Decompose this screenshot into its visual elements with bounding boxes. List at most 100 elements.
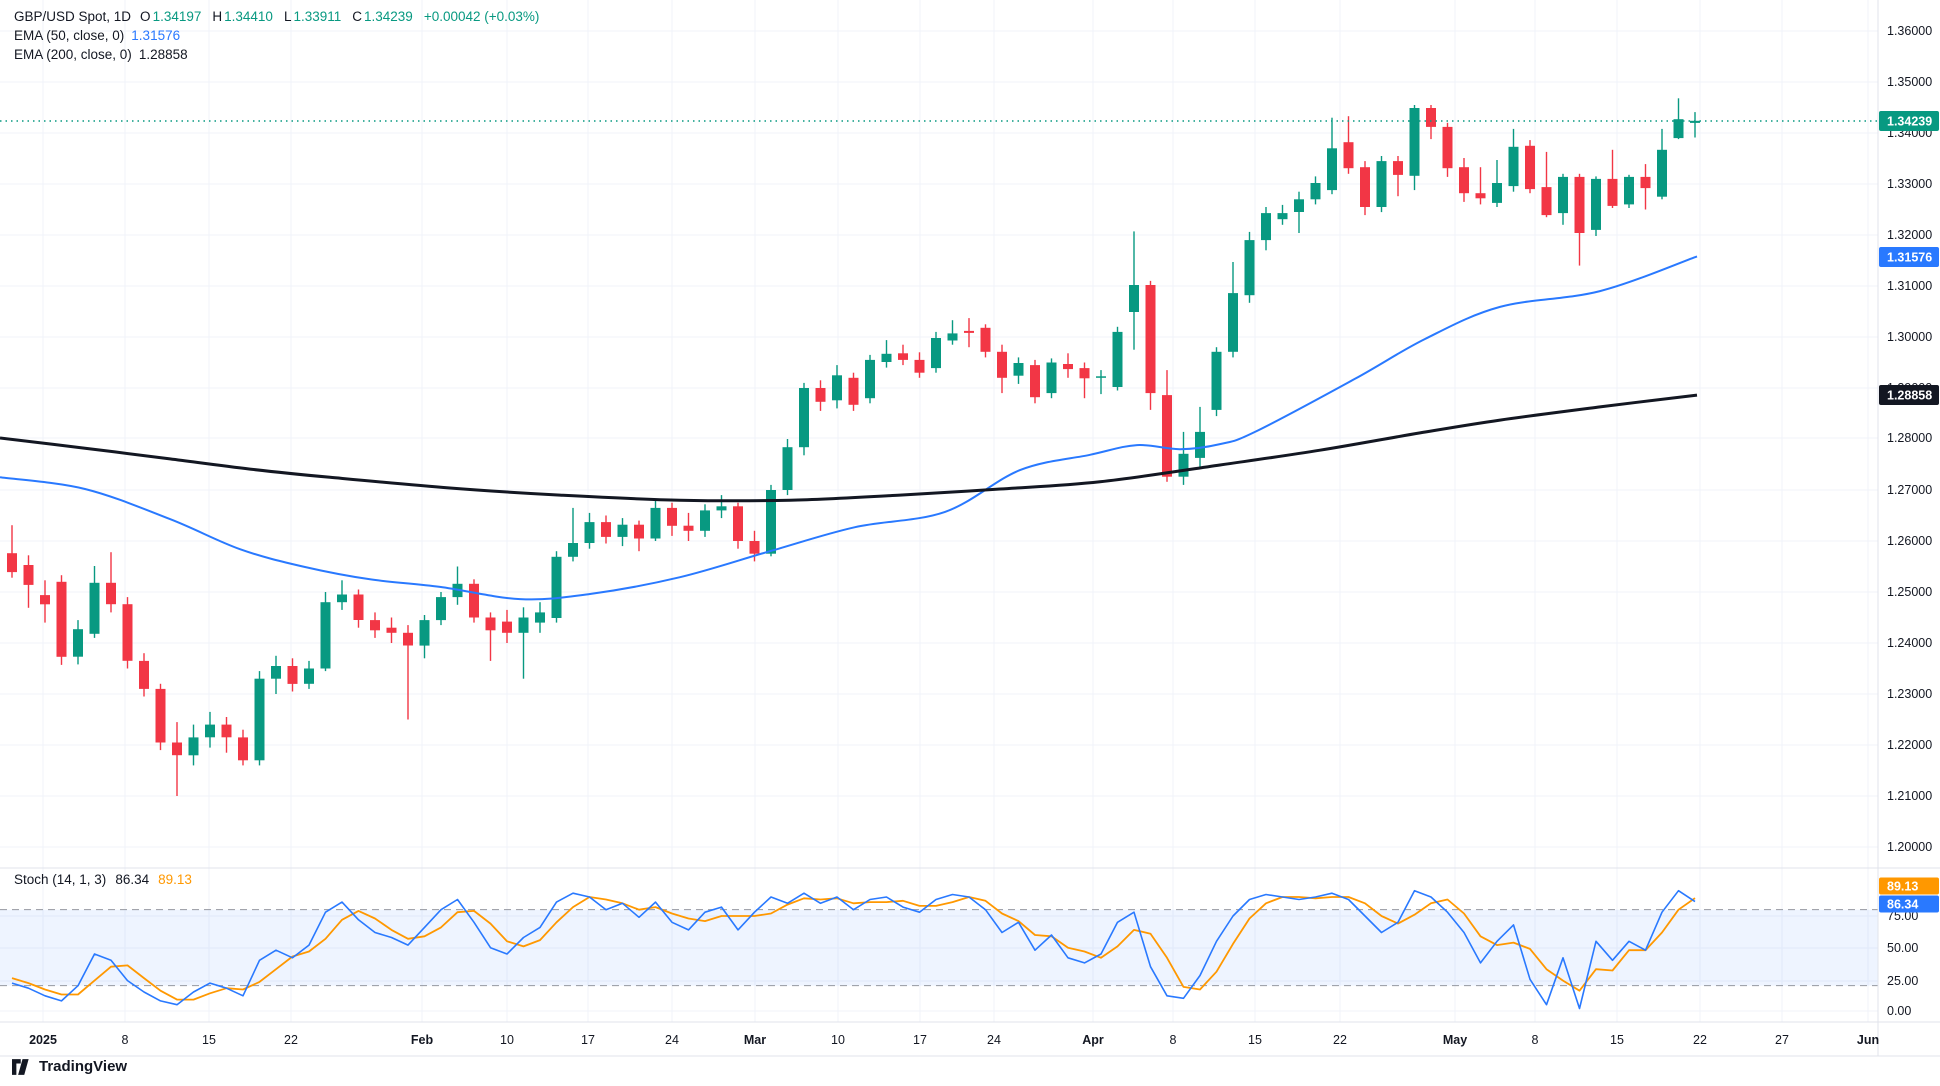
axis-badge — [1879, 247, 1939, 267]
price-tick-label: 1.26000 — [1887, 534, 1932, 548]
ema50-legend-row[interactable]: EMA (50, close, 0) 1.31576 — [14, 27, 541, 45]
candle-body — [172, 742, 182, 756]
axis-badge — [1879, 895, 1939, 913]
candle-body — [1607, 178, 1618, 206]
candle-body — [1096, 376, 1106, 378]
price-tick-label: 1.36000 — [1887, 24, 1932, 38]
time-tick-label: 8 — [122, 1033, 129, 1047]
candle-body — [1558, 176, 1568, 214]
price-tick-label: 1.31000 — [1887, 279, 1932, 293]
time-tick-label-major: 2025 — [29, 1033, 57, 1047]
candle-body — [1624, 176, 1634, 205]
candle-body — [254, 678, 265, 761]
axis-badge-label: 89.13 — [1887, 880, 1918, 894]
stoch-d-line[interactable] — [11, 896, 1696, 1001]
symbol-legend-row[interactable]: GBP/USD Spot, 1D O 1.34197 H 1.34410 L 1.33… — [14, 8, 541, 26]
candle-body — [122, 604, 133, 661]
pane-separators — [0, 0, 1940, 1057]
axis-badge-label: 86.34 — [1887, 898, 1918, 912]
close-label: C — [352, 9, 363, 24]
candle-body — [832, 375, 842, 401]
price-tick-label: 1.33000 — [1887, 177, 1932, 191]
high-label: H — [212, 9, 223, 24]
ema50-line[interactable] — [0, 255, 1698, 601]
candle-body — [518, 617, 529, 633]
candle-body — [403, 632, 413, 646]
stoch-tick-label: 0.00 — [1887, 1004, 1911, 1018]
candle-body — [634, 524, 644, 539]
candle-body — [1343, 142, 1354, 169]
candle-body — [700, 510, 710, 531]
ema200-legend-row[interactable]: EMA (200, close, 0) 1.28858 — [14, 46, 541, 64]
candle-body — [733, 506, 743, 541]
open-value: 1.34197 — [152, 9, 202, 24]
candle-body — [386, 627, 397, 633]
stoch-tick-label: 25.00 — [1887, 974, 1918, 988]
candle-body — [1657, 149, 1667, 197]
time-tick-label-major: Apr — [1082, 1033, 1104, 1047]
time-tick-label: 15 — [1248, 1033, 1262, 1047]
candle-body — [271, 666, 281, 679]
candle-body — [766, 490, 776, 554]
candle-body — [865, 359, 875, 399]
time-tick-label-major: Jun — [1857, 1033, 1879, 1047]
ema200-line[interactable] — [0, 393, 1698, 503]
stoch-band — [0, 909, 1878, 987]
candle-body — [1459, 167, 1469, 194]
candle-body — [1310, 183, 1321, 200]
time-tick-label-major: May — [1443, 1033, 1467, 1047]
price-axis-badges: 1.34239 1.31576 1.28858 — [1879, 111, 1939, 405]
candle-body — [716, 506, 727, 511]
candle-body — [7, 553, 17, 573]
stoch-k-line[interactable] — [11, 889, 1696, 1010]
candle-body — [1541, 187, 1552, 216]
high-value: 1.34410 — [224, 9, 273, 24]
candle-body — [1063, 364, 1073, 370]
price-tick-label: 1.25000 — [1887, 585, 1932, 599]
candle-body — [1030, 365, 1040, 398]
time-tick-label: 15 — [1610, 1033, 1624, 1047]
stoch-legend-row[interactable]: Stoch (14, 1, 3) 86.34 89.13 — [14, 872, 192, 887]
candle-body — [221, 724, 232, 738]
candle-body — [1046, 362, 1057, 394]
candle-body — [617, 524, 628, 537]
candle-body — [1112, 331, 1123, 387]
candle-body — [1228, 293, 1238, 352]
ema200-value: 1.28858 — [138, 47, 188, 62]
candle-body — [1162, 395, 1172, 477]
price-tick-label: 1.24000 — [1887, 636, 1932, 650]
tradingview-logo[interactable]: TradingView — [12, 1058, 127, 1075]
candle-body — [139, 660, 149, 689]
candle-body — [1574, 176, 1585, 233]
axis-badge — [1879, 877, 1939, 895]
candle-body — [1591, 178, 1601, 230]
time-axis-labels[interactable]: 2025 8 15 22 Feb 10 17 24 Mar 10 17 24 Apr 8 15 22 May 8 1… — [29, 1033, 1879, 1047]
candle-body — [238, 737, 248, 761]
candle-body — [601, 522, 611, 537]
candle-body — [304, 668, 314, 684]
stoch-axis-badges: 89.13 86.34 — [1879, 877, 1939, 913]
close-value: 1.34239 — [364, 9, 413, 24]
candle-body — [469, 583, 479, 618]
candle-body — [337, 594, 347, 603]
open-label: O — [140, 9, 151, 24]
price-tick-label: 1.28000 — [1887, 431, 1932, 445]
candle-body — [89, 582, 100, 634]
candle-body — [320, 602, 331, 669]
candle-body — [1640, 176, 1651, 189]
candles-layer[interactable] — [7, 98, 1700, 796]
candle-body — [1508, 146, 1519, 187]
price-tick-label: 1.20000 — [1887, 840, 1932, 854]
candle-body — [782, 447, 793, 490]
candle-body — [1442, 126, 1453, 169]
candle-body — [947, 333, 958, 341]
candle-body — [1244, 240, 1255, 296]
candle-body — [799, 388, 809, 448]
candle-body — [485, 617, 496, 631]
candle-body — [1475, 193, 1486, 199]
candle-body — [287, 666, 298, 684]
candle-body — [370, 620, 380, 631]
price-tick-label: 1.21000 — [1887, 789, 1932, 803]
candle-body — [683, 525, 694, 531]
